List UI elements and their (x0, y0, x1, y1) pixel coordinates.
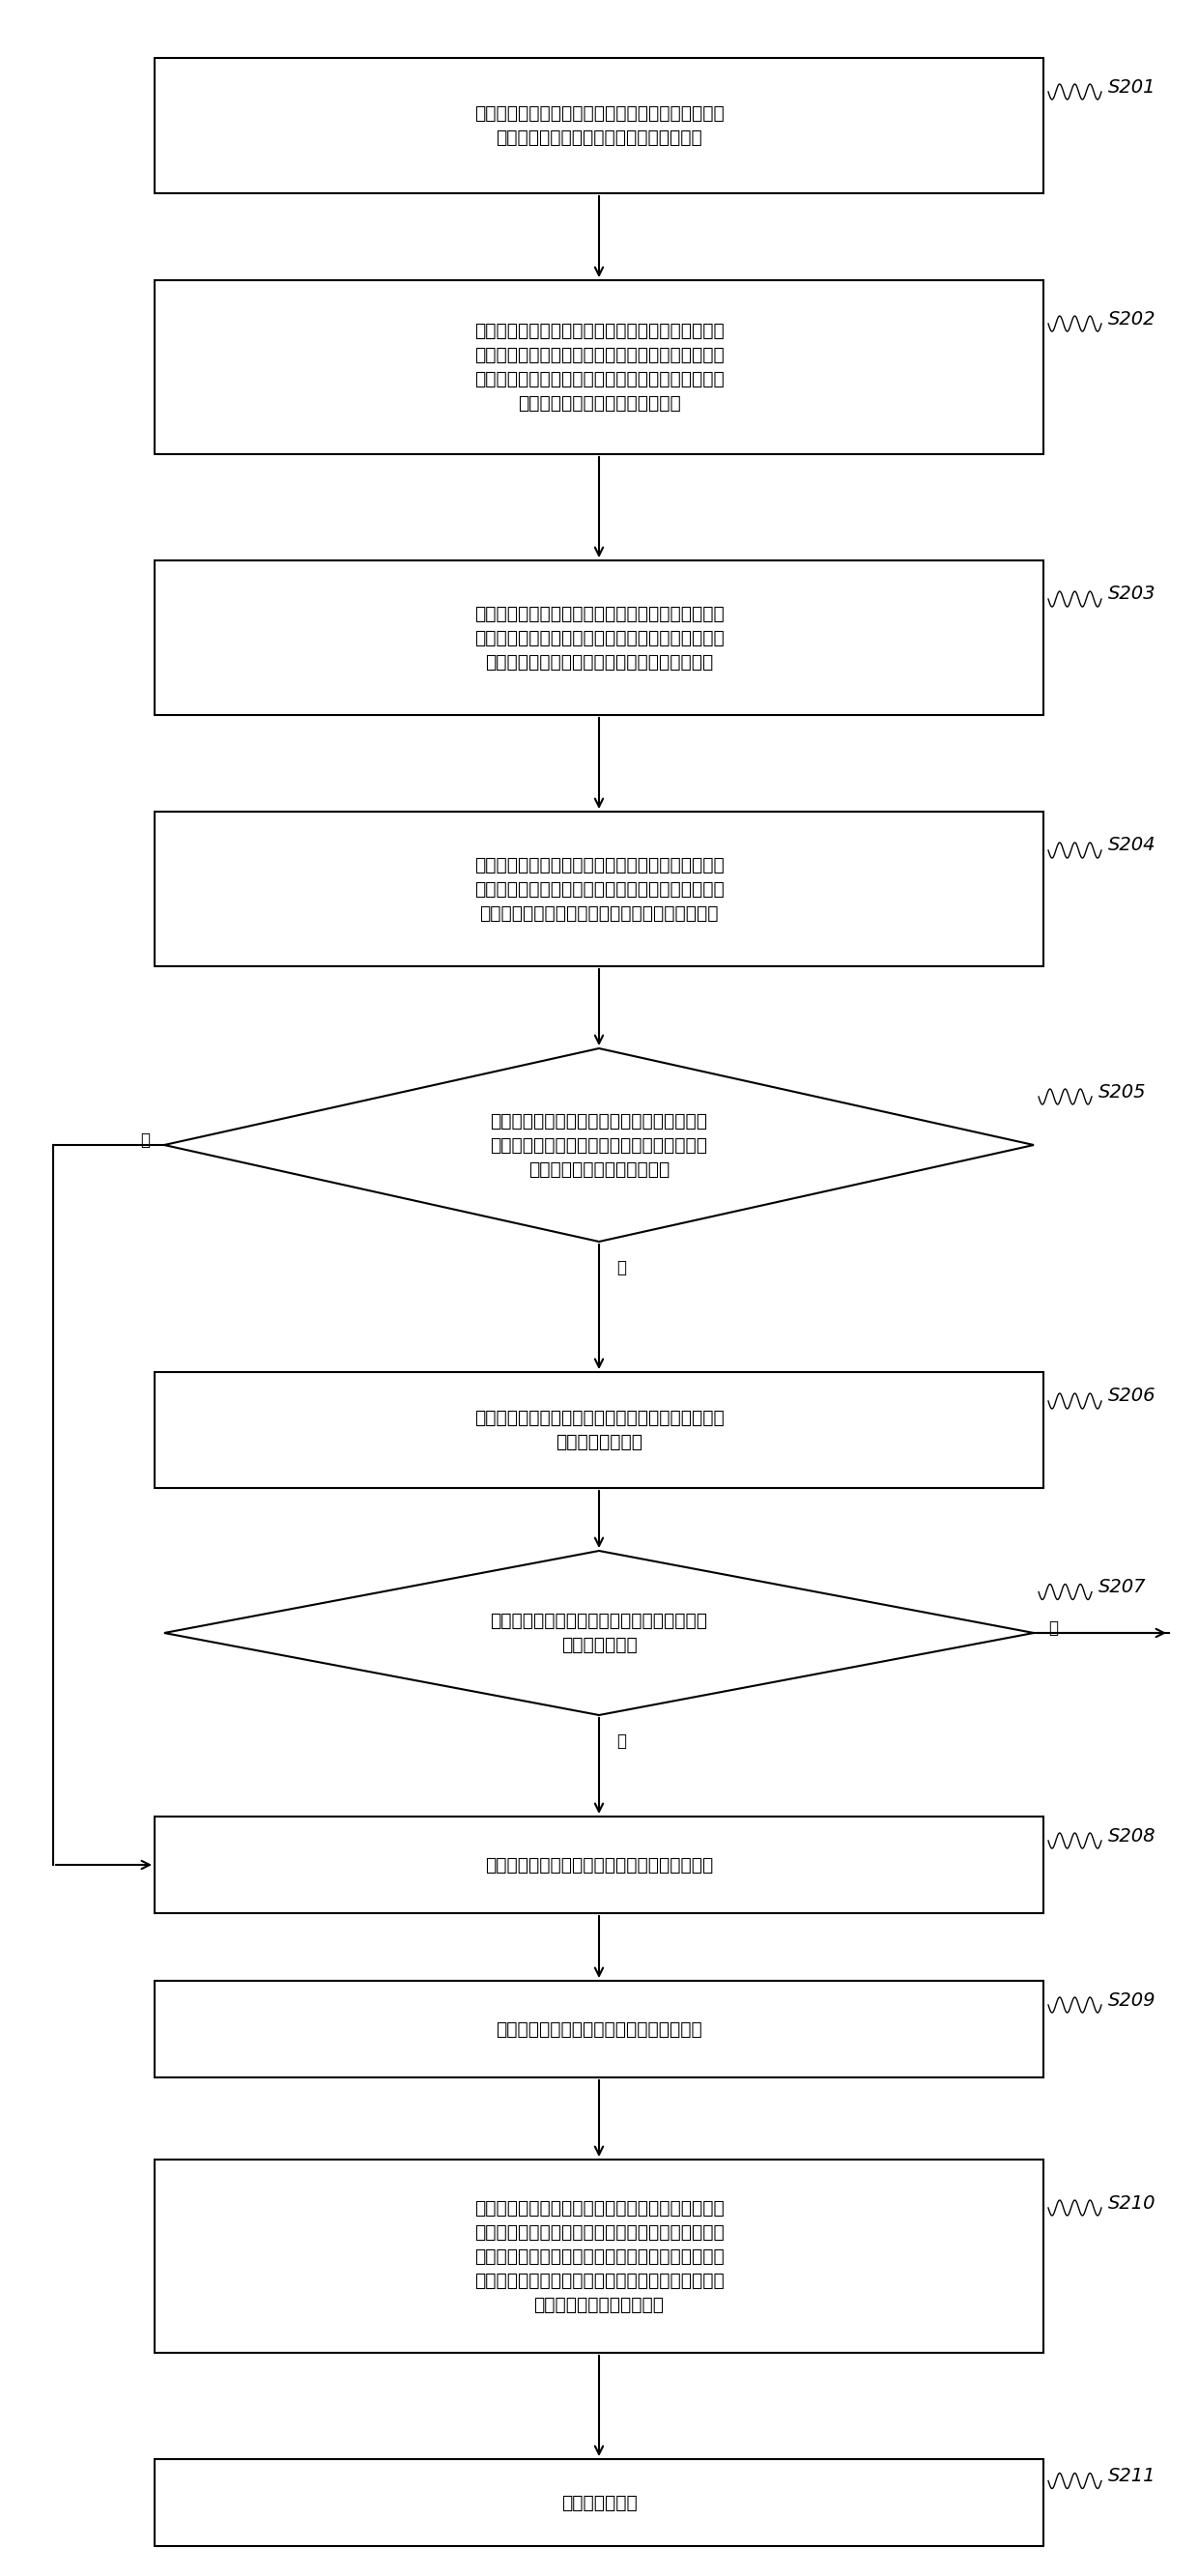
Text: 接收所述目标电动车窗模块响应所述查询指令
而反馈的刷新状态信息，判断所述刷新状态信
息是否表征标定文件已被刷新: 接收所述目标电动车窗模块响应所述查询指令 而反馈的刷新状态信息，判断所述刷新状态… (490, 1113, 708, 1177)
Text: S205: S205 (1099, 1082, 1146, 1100)
Text: 根据标识与存储地址的对应关系，确定与所述新标定
文件的标识对应的在车身控制模块中的目标存储地址
，将所述新标定文件存储于所述目标存储地址下: 根据标识与存储地址的对应关系，确定与所述新标定 文件的标识对应的在车身控制模块中… (474, 605, 724, 672)
Text: S206: S206 (1108, 1386, 1156, 1406)
Text: S211: S211 (1108, 2468, 1156, 2486)
Text: S208: S208 (1108, 1826, 1156, 1844)
Bar (155, 59, 1043, 193)
Bar (155, 2460, 1043, 2545)
Text: S202: S202 (1108, 309, 1156, 327)
Text: 结束并退出刷新: 结束并退出刷新 (561, 2494, 637, 2512)
Text: 向所述刷新设备发送提示信息，以提示所述目标电动
车窗模块已被刷新: 向所述刷新设备发送提示信息，以提示所述目标电动 车窗模块已被刷新 (474, 1409, 724, 1450)
Bar (155, 562, 1043, 716)
Text: 否: 否 (140, 1131, 150, 1149)
Text: 是: 是 (617, 1260, 627, 1275)
Bar (155, 811, 1043, 966)
Bar (155, 1373, 1043, 1489)
Text: 向所述目标电动车窗模块发送结果查询指令: 向所述目标电动车窗模块发送结果查询指令 (496, 2020, 702, 2038)
Text: 将所述新标定文件发送至所述目标电动车窗模块: 将所述新标定文件发送至所述目标电动车窗模块 (485, 1855, 713, 1873)
Text: S207: S207 (1099, 1579, 1146, 1597)
Bar (155, 2159, 1043, 2352)
Text: 判断在发送提示信息后的设定时间内是否接收
到强制刷新指令: 判断在发送提示信息后的设定时间内是否接收 到强制刷新指令 (490, 1613, 708, 1654)
Bar (155, 1816, 1043, 1914)
Text: 根据所述存储路径和所述标识在所述刷新设备中查找
所述新标定文件，根据标识与电动车窗位置的对应关
系，按照左前车窗、右前车窗、左后车窗和右后车窗
的顺序依次下载所: 根据所述存储路径和所述标识在所述刷新设备中查找 所述新标定文件，根据标识与电动车… (474, 322, 724, 412)
Text: 刷新程序被触发后，根据存储地址与电动车窗模块的
对应关系，确定与所述目标存储地址对应的目标电动
车窗模块，向所述目标电动车窗模块发送查询指令: 刷新程序被触发后，根据存储地址与电动车窗模块的 对应关系，确定与所述目标存储地址… (474, 855, 724, 922)
Text: 接收刷新指令，所述刷新指令包括新标定文件在刷新
设备中的存储路径和所述新标定文件的标识: 接收刷新指令，所述刷新指令包括新标定文件在刷新 设备中的存储路径和所述新标定文件… (474, 106, 724, 147)
Text: S209: S209 (1108, 1991, 1156, 2009)
Text: 否: 否 (1048, 1620, 1058, 1636)
Polygon shape (164, 1551, 1034, 1716)
Text: S201: S201 (1108, 77, 1156, 95)
Polygon shape (164, 1048, 1034, 1242)
Bar (155, 281, 1043, 453)
Text: 接收所述目标电动车窗模块响应所述结果查询指令而
反馈的结果状态信息，若所述结果状态信息表征标定
文件已刷新，则向所述刷新设备发送刷新成功信息；
若所述结果状态信: 接收所述目标电动车窗模块响应所述结果查询指令而 反馈的结果状态信息，若所述结果状… (474, 2200, 724, 2313)
Text: S203: S203 (1108, 585, 1156, 603)
Text: S204: S204 (1108, 837, 1156, 855)
Text: S210: S210 (1108, 2195, 1156, 2213)
Bar (155, 1981, 1043, 2076)
Text: 是: 是 (617, 1734, 627, 1749)
